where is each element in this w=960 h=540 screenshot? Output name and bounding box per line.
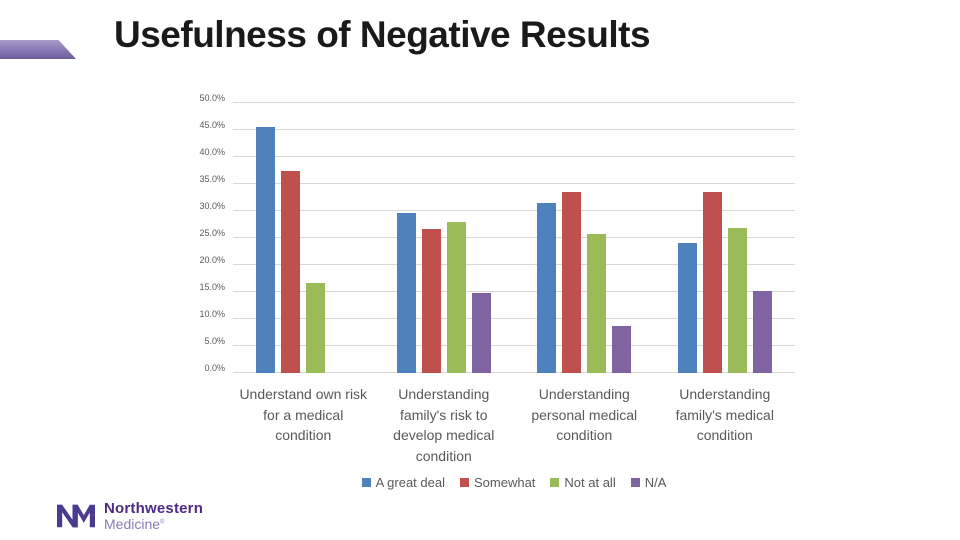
y-axis-tick-label: 35.0% [199,174,225,184]
bar-somewhat [421,228,441,373]
category-label-text: Understand own risk for a medical condit… [239,386,368,443]
y-axis-tick-label: 5.0% [204,336,225,346]
bar-somewhat [702,191,722,373]
bar-a-great-deal [396,212,416,373]
y-axis-tick-label: 10.0% [199,309,225,319]
bar-a-great-deal [256,127,276,373]
legend-label: N/A [644,475,667,490]
legend-item: Not at all [550,475,616,490]
bar-group [374,103,515,373]
legend-item: N/A [630,475,667,490]
legend-swatch-icon [550,478,560,487]
chart-legend: A great deal Somewhat Not at all N/A [233,475,795,490]
category-label-text: Understanding family's risk to develop m… [393,386,495,464]
y-axis-tick-label: 20.0% [199,255,225,265]
y-axis-tick-label: 40.0% [199,147,225,157]
category-label-text: Understanding personal medical condition [531,386,638,443]
bar-not-at-all [306,282,326,373]
gridline [233,291,795,292]
legend-item: Somewhat [459,475,536,490]
logo-northwestern: Northwestern [104,500,204,517]
y-axis-tick-label: 25.0% [199,228,225,238]
category-label: Understanding family's risk to develop m… [374,384,515,466]
y-axis-tick-label: 15.0% [199,282,225,292]
y-axis-tick-label: 45.0% [199,120,225,130]
slide-title: Usefulness of Negative Results [114,14,651,55]
x-axis-category-labels: Understand own risk for a medical condit… [233,384,795,466]
y-axis-tick-label: 0.0% [204,363,225,373]
bar-not-at-all [587,234,607,373]
legend-swatch-icon [459,478,469,487]
gridline [233,129,795,130]
bar-a-great-deal [537,203,557,373]
trademark-symbol: ® [160,519,165,526]
northwestern-medicine-logo: Northwestern Medicine® [57,501,203,531]
bar-not-at-all [446,222,466,373]
bar-group [514,103,655,373]
legend-label: Somewhat [473,475,536,490]
gridline [233,372,795,373]
bar-group [233,103,374,373]
bar-n-a [752,291,772,373]
bar-n-a [612,326,632,373]
bar-group [655,103,796,373]
category-label: Understanding family's medical condition [655,384,796,466]
accent-shape [0,40,76,59]
category-label: Understanding personal medical condition [514,384,655,466]
logo-medicine: Medicine® [104,516,165,532]
nm-monogram-icon [57,504,95,528]
gridline [233,183,795,184]
y-axis-tick-label: 50.0% [199,93,225,103]
logo-wordmark: Northwestern Medicine® [104,501,203,531]
gridline [233,210,795,211]
gridline [233,237,795,238]
bar-a-great-deal [677,243,697,373]
bar-not-at-all [727,227,747,373]
gridline [233,318,795,319]
gridline [233,102,795,103]
category-label: Understand own risk for a medical condit… [233,384,374,466]
bar-somewhat [281,170,301,373]
bar-groups [233,103,795,373]
gridline [233,156,795,157]
gridline [233,345,795,346]
legend-label: Not at all [564,475,616,490]
bar-n-a [471,292,491,373]
legend-label: A great deal [375,475,445,490]
gridline [233,264,795,265]
legend-swatch-icon [630,478,640,487]
legend-swatch-icon [361,478,371,487]
category-label-text: Understanding family's medical condition [675,386,774,443]
legend-item: A great deal [361,475,445,490]
plot-area: 0.0% 5.0% 10.0% 15.0% 20.0% 25.0% 30.0% 35.0% 40… [199,93,795,373]
y-axis-tick-label: 30.0% [199,201,225,211]
bar-somewhat [562,191,582,373]
